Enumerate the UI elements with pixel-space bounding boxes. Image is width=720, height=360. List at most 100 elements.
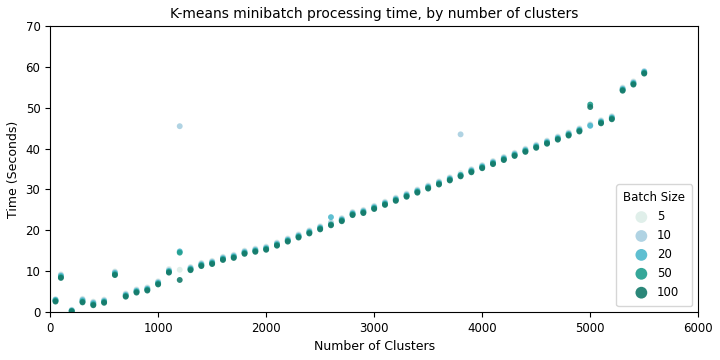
10 — [271, 240, 283, 246]
100 — [487, 161, 499, 167]
10 — [606, 114, 618, 120]
5 — [444, 174, 456, 180]
20 — [50, 297, 61, 303]
50 — [120, 293, 132, 299]
5 — [466, 166, 477, 172]
100 — [531, 145, 542, 151]
100 — [131, 290, 143, 296]
100 — [477, 165, 488, 171]
5 — [174, 267, 186, 273]
100 — [401, 194, 413, 200]
100 — [639, 71, 650, 76]
20 — [282, 237, 294, 243]
100 — [412, 190, 423, 195]
50 — [163, 269, 175, 275]
50 — [293, 234, 305, 240]
20 — [509, 152, 521, 157]
20 — [477, 164, 488, 170]
20 — [228, 253, 240, 259]
20 — [563, 131, 575, 137]
5 — [639, 70, 650, 76]
10 — [50, 297, 61, 302]
5 — [455, 170, 467, 176]
10 — [369, 204, 380, 210]
10 — [196, 261, 207, 266]
100 — [552, 137, 564, 143]
100 — [574, 129, 585, 134]
5 — [401, 190, 413, 196]
100 — [50, 299, 61, 305]
5 — [250, 246, 261, 251]
10 — [55, 272, 67, 278]
100 — [271, 243, 283, 249]
100 — [163, 270, 175, 275]
50 — [109, 271, 121, 277]
10 — [390, 195, 402, 201]
10 — [628, 79, 639, 85]
5 — [163, 266, 175, 272]
50 — [185, 266, 197, 272]
10 — [250, 247, 261, 252]
50 — [541, 140, 553, 146]
50 — [498, 156, 510, 162]
50 — [369, 205, 380, 211]
10 — [595, 118, 607, 124]
10 — [563, 130, 575, 136]
5 — [66, 307, 78, 312]
20 — [595, 119, 607, 125]
10 — [185, 265, 197, 271]
50 — [617, 87, 629, 93]
50 — [574, 128, 585, 134]
20 — [66, 308, 78, 314]
100 — [444, 177, 456, 183]
5 — [88, 299, 99, 305]
5 — [541, 138, 553, 143]
10 — [131, 287, 143, 293]
100 — [358, 210, 369, 216]
5 — [628, 78, 639, 84]
50 — [271, 242, 283, 248]
10 — [541, 138, 553, 144]
10 — [552, 134, 564, 140]
100 — [455, 174, 467, 179]
20 — [217, 256, 229, 261]
50 — [639, 70, 650, 76]
20 — [271, 241, 283, 247]
5 — [50, 296, 61, 302]
5 — [293, 231, 305, 237]
50 — [153, 281, 164, 287]
5 — [325, 219, 337, 225]
10 — [207, 259, 218, 265]
20 — [487, 159, 499, 165]
10 — [315, 224, 326, 230]
20 — [433, 180, 445, 186]
5 — [358, 207, 369, 213]
5 — [520, 146, 531, 152]
5 — [379, 199, 391, 204]
5 — [412, 186, 423, 192]
50 — [282, 238, 294, 244]
10 — [639, 68, 650, 74]
10 — [466, 167, 477, 173]
5 — [153, 278, 164, 284]
50 — [563, 132, 575, 138]
100 — [293, 235, 305, 240]
50 — [99, 299, 110, 305]
50 — [77, 299, 89, 305]
50 — [444, 177, 456, 183]
100 — [196, 263, 207, 269]
5 — [228, 252, 240, 257]
50 — [50, 298, 61, 303]
20 — [498, 156, 510, 161]
20 — [639, 69, 650, 75]
5 — [585, 121, 596, 127]
20 — [401, 192, 413, 198]
100 — [88, 302, 99, 308]
10 — [261, 244, 272, 250]
50 — [585, 102, 596, 108]
5 — [185, 264, 197, 270]
50 — [239, 250, 251, 256]
50 — [487, 161, 499, 166]
5 — [498, 154, 510, 160]
10 — [509, 150, 521, 156]
